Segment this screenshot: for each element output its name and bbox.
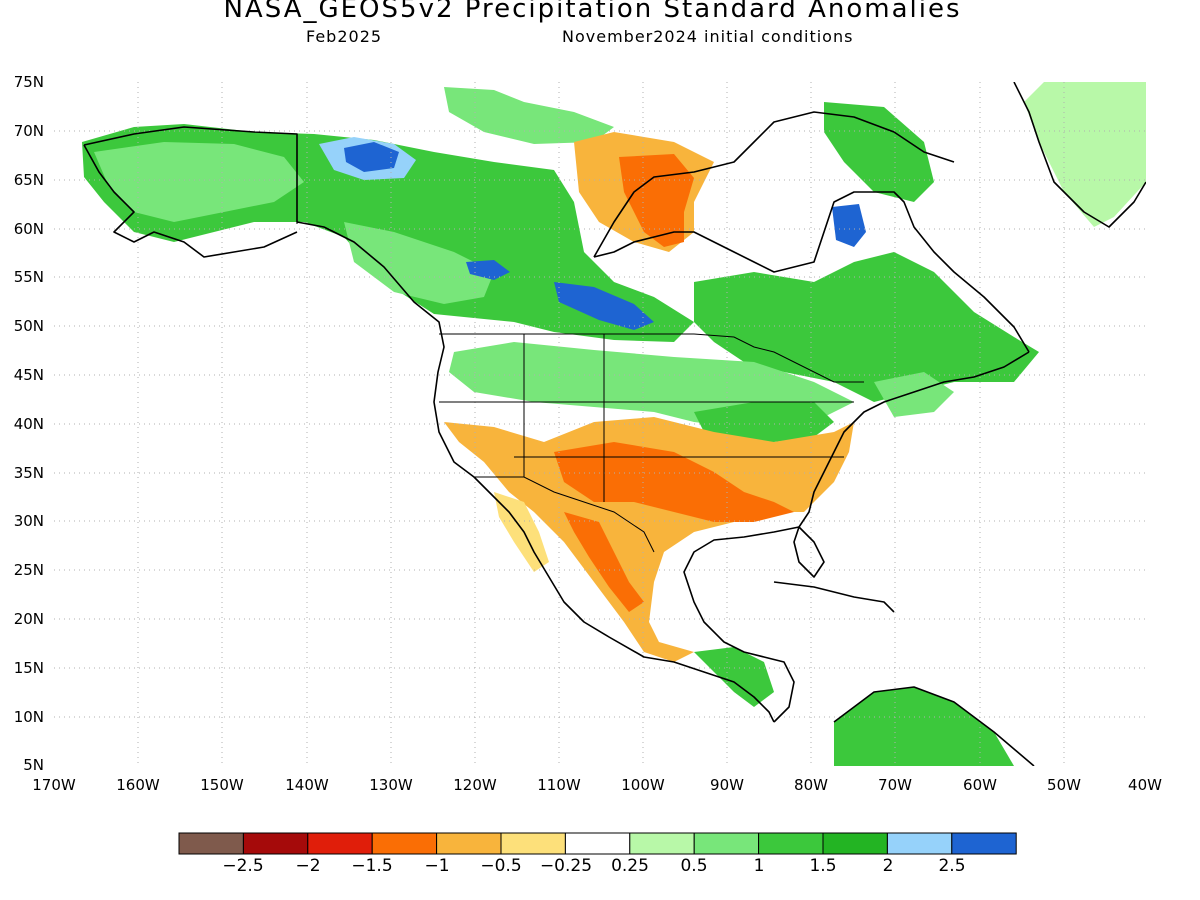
lon-label: 40W [1128, 776, 1162, 794]
lon-label: 120W [453, 776, 497, 794]
very-dry-nunavut [619, 154, 694, 247]
wet-region-arctic [444, 87, 614, 144]
colorbar-label: 0.25 [611, 856, 649, 876]
colorbar-swatch [436, 832, 502, 855]
very-wet-alberta [554, 282, 654, 330]
lat-label: 65N [13, 171, 44, 189]
colorbar-label: 1.5 [809, 856, 837, 876]
wet-region-greenland [1024, 82, 1146, 227]
lon-label: 60W [963, 776, 997, 794]
colorbar-label: −0.5 [480, 856, 522, 876]
light-wet-bc [344, 222, 494, 304]
colorbar-swatch [178, 832, 244, 855]
colorbar-swatch [629, 832, 695, 855]
colorbar-swatch [564, 832, 631, 855]
lat-label: 30N [13, 512, 44, 530]
very-dry-mexico [564, 512, 644, 612]
very-wet-labrador [832, 204, 866, 247]
forecast-month: Feb2025 [306, 27, 383, 46]
precipitation-anomaly-map [54, 82, 1146, 766]
light-wet-northeast [874, 372, 954, 417]
colorbar-swatch [307, 832, 373, 855]
very-dry-south-central [554, 442, 794, 522]
lat-label: 20N [13, 610, 44, 628]
colorbar-label: −1.5 [351, 856, 393, 876]
lat-label: 45N [13, 366, 44, 384]
coastlines [83, 82, 1146, 766]
colorbar-label: −2.5 [222, 856, 264, 876]
wet-region-ohio-valley [694, 402, 834, 442]
political-borders [296, 134, 864, 553]
lat-label: 55N [13, 268, 44, 286]
lat-label: 50N [13, 317, 44, 335]
colorbar-label: 2 [882, 856, 894, 876]
lat-label: 5N [23, 756, 44, 774]
wet-region-central-america [694, 647, 774, 707]
colorbar-label: 2.5 [938, 856, 966, 876]
lat-label: 25N [13, 561, 44, 579]
colorbar-swatch [500, 832, 566, 855]
lon-label: 100W [621, 776, 665, 794]
lon-label: 130W [369, 776, 413, 794]
very-wet-yukon-core [344, 142, 399, 172]
initial-conditions: November2024 initial conditions [562, 27, 854, 46]
anomaly-fields [82, 82, 1146, 766]
colorbar-swatch [886, 832, 953, 855]
dry-region-south [444, 417, 854, 662]
lat-label: 60N [13, 220, 44, 238]
colorbar-label: −2 [295, 856, 321, 876]
lat-label: 10N [13, 708, 44, 726]
lat-label: 70N [13, 122, 44, 140]
lon-label: 110W [537, 776, 581, 794]
colorbar-swatch [951, 832, 1017, 855]
colorbar-swatch [242, 832, 309, 855]
light-wet-alaska [94, 142, 304, 222]
colorbar-label: 1 [753, 856, 765, 876]
lat-label: 75N [13, 73, 44, 91]
colorbar-label: −0.25 [539, 856, 593, 876]
map-title: NASA_GEOS5v2 Precipitation Standard Anom… [223, 0, 962, 24]
wet-region-quebec [694, 252, 1039, 402]
lon-label: 150W [200, 776, 244, 794]
lat-label: 40N [13, 415, 44, 433]
light-dry-baja [494, 492, 549, 572]
lon-label: 170W [32, 776, 76, 794]
lon-label: 50W [1047, 776, 1081, 794]
colorbar-swatch [371, 832, 438, 855]
lat-label: 35N [13, 464, 44, 482]
lon-label: 140W [285, 776, 329, 794]
lon-label: 160W [116, 776, 160, 794]
very-wet-bc [466, 260, 510, 280]
color-scale-legend [178, 832, 1017, 855]
lon-label: 90W [710, 776, 744, 794]
colorbar-label: 0.5 [680, 856, 708, 876]
colorbar-swatch [758, 832, 824, 855]
lon-label: 80W [794, 776, 828, 794]
lat-label: 15N [13, 659, 44, 677]
wet-region-baffin [824, 102, 934, 202]
lon-label: 70W [878, 776, 912, 794]
colorbar-label: −1 [424, 856, 450, 876]
colorbar-swatch [822, 832, 888, 855]
graticule [54, 82, 1146, 766]
colorbar-swatch [693, 832, 760, 855]
wet-region-south-america [834, 687, 1014, 766]
